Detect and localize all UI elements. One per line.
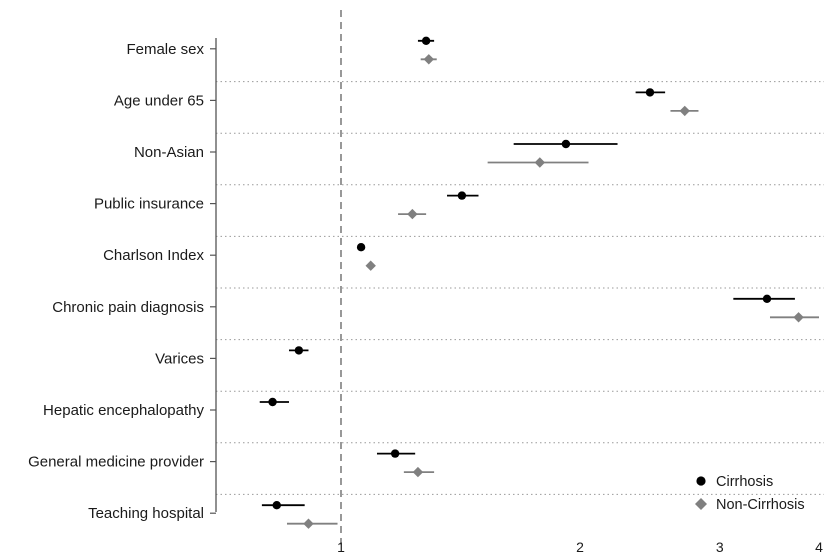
x-tick-label: 1 — [337, 539, 345, 552]
cirrhosis-point — [421, 36, 431, 45]
category-label: Teaching hospital — [88, 505, 204, 522]
legend-marker-cirrhosis — [696, 476, 706, 486]
category-labels: Female sex Age under 65 Non-Asian Public in… — [28, 41, 204, 522]
legend-label-non-cirrhosis: Non-Cirrhosis — [716, 497, 805, 513]
non-cirrhosis-point — [303, 518, 314, 529]
non-cirrhosis-point — [534, 157, 546, 168]
category-label: Charlson Index — [103, 247, 204, 264]
x-tick-label: 4 — [815, 539, 823, 552]
non-cirrhosis-point — [412, 466, 424, 478]
x-tick-label: 3 — [716, 539, 724, 552]
category-label: Age under 65 — [114, 92, 204, 109]
non-cirrhosis-point — [365, 260, 376, 271]
cirrhosis-point — [561, 139, 571, 149]
non-cirrhosis-point — [679, 105, 690, 117]
cirrhosis-point — [272, 501, 281, 510]
legend: Cirrhosis Non-Cirrhosis — [695, 474, 805, 513]
y-axis-ticks — [210, 48, 216, 514]
cirrhosis-point — [762, 294, 772, 303]
x-tick-labels: 1 2 3 4 — [337, 539, 823, 552]
non-cirrhosis-point — [793, 312, 804, 323]
category-label: Public insurance — [94, 196, 204, 213]
category-label: Chronic pain diagnosis — [52, 299, 204, 316]
category-label: Varices — [155, 350, 204, 367]
category-label: Hepatic encephalopathy — [43, 402, 204, 419]
series-layer — [259, 36, 819, 529]
legend-label-cirrhosis: Cirrhosis — [716, 474, 773, 490]
category-label: Non-Asian — [134, 144, 204, 161]
cirrhosis-point — [645, 88, 655, 97]
cirrhosis-point — [356, 243, 366, 252]
non-cirrhosis-point — [423, 54, 435, 65]
cirrhosis-point — [294, 346, 304, 355]
category-label: General medicine provider — [28, 454, 204, 471]
x-tick-label: 2 — [576, 539, 584, 552]
legend-marker-non-cirrhosis — [695, 498, 707, 510]
cirrhosis-point — [268, 397, 277, 407]
non-cirrhosis-point — [407, 208, 418, 220]
category-label: Female sex — [126, 41, 204, 58]
cirrhosis-point — [390, 449, 400, 458]
cirrhosis-point — [457, 191, 467, 200]
